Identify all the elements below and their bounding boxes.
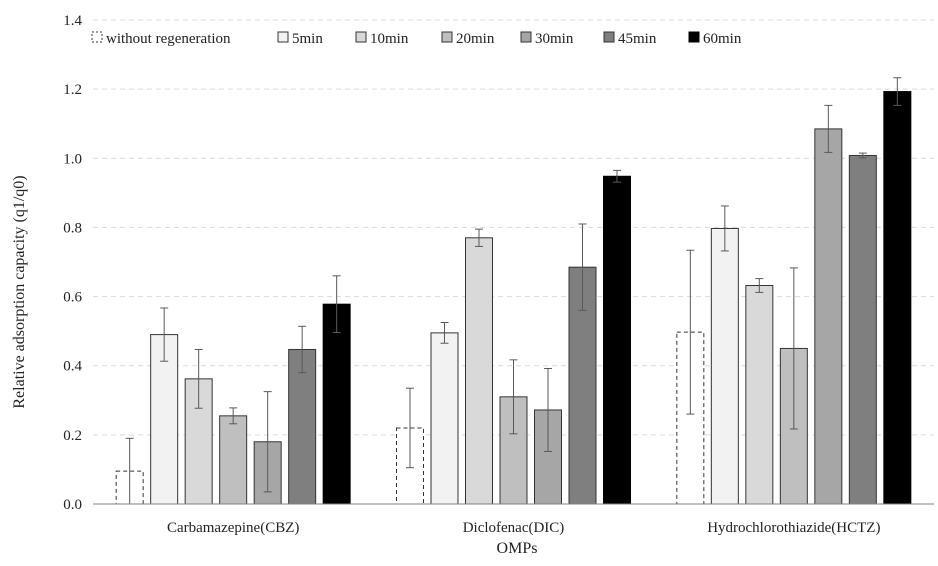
bar bbox=[883, 91, 912, 505]
category-label: Carbamazepine(CBZ) bbox=[167, 520, 299, 536]
legend-swatch bbox=[688, 31, 700, 43]
legend-swatch bbox=[91, 31, 103, 43]
y-tick-label: 1.2 bbox=[63, 82, 82, 98]
legend-label: 5min bbox=[292, 31, 323, 47]
legend-swatch bbox=[520, 31, 532, 43]
legend-label: 20min bbox=[456, 31, 495, 47]
legend-swatch bbox=[277, 31, 289, 43]
y-tick-label: 0.0 bbox=[63, 497, 82, 513]
error-bars bbox=[125, 77, 902, 505]
y-tick-label: 1.4 bbox=[63, 13, 82, 29]
legend-swatch bbox=[441, 31, 453, 43]
y-tick-label: 0.6 bbox=[63, 290, 82, 306]
bar bbox=[745, 285, 774, 505]
bar bbox=[465, 237, 493, 505]
x-axis-title: OMPs bbox=[497, 540, 538, 557]
legend-swatch bbox=[603, 31, 615, 43]
bar bbox=[848, 155, 877, 505]
bar bbox=[814, 128, 843, 505]
category-label: Hydrochlorothiazide(HCTZ) bbox=[707, 520, 880, 536]
y-tick-label: 0.2 bbox=[63, 428, 82, 444]
legend-label: without regeneration bbox=[106, 31, 231, 47]
y-tick-label: 0.4 bbox=[63, 359, 82, 375]
legend-label: 45min bbox=[618, 31, 657, 47]
bar bbox=[150, 334, 179, 505]
y-axis-title: Relative adsorption capacity (q1/q0) bbox=[11, 175, 28, 408]
bar bbox=[288, 348, 317, 505]
legend-label: 60min bbox=[703, 31, 742, 47]
bar bbox=[603, 175, 631, 505]
bar bbox=[396, 427, 424, 505]
legend: without regeneration 5min 10min 20min 30min 4… bbox=[91, 31, 742, 47]
category-label: Diclofenac(DIC) bbox=[463, 520, 565, 536]
bars bbox=[115, 91, 912, 505]
legend-label: 30min bbox=[535, 31, 574, 47]
y-tick-label: 1.0 bbox=[63, 151, 82, 167]
bar bbox=[430, 332, 459, 505]
legend-swatch bbox=[355, 31, 367, 43]
y-tick-label: 0.8 bbox=[63, 220, 82, 236]
axes: 0.0 0.2 0.4 0.6 0.8 1.0 1.2 1.4 Carbamazepine(CB… bbox=[63, 13, 934, 536]
bar bbox=[219, 415, 248, 505]
bar bbox=[710, 227, 739, 505]
legend-label: 10min bbox=[370, 31, 409, 47]
bar bbox=[322, 303, 351, 505]
